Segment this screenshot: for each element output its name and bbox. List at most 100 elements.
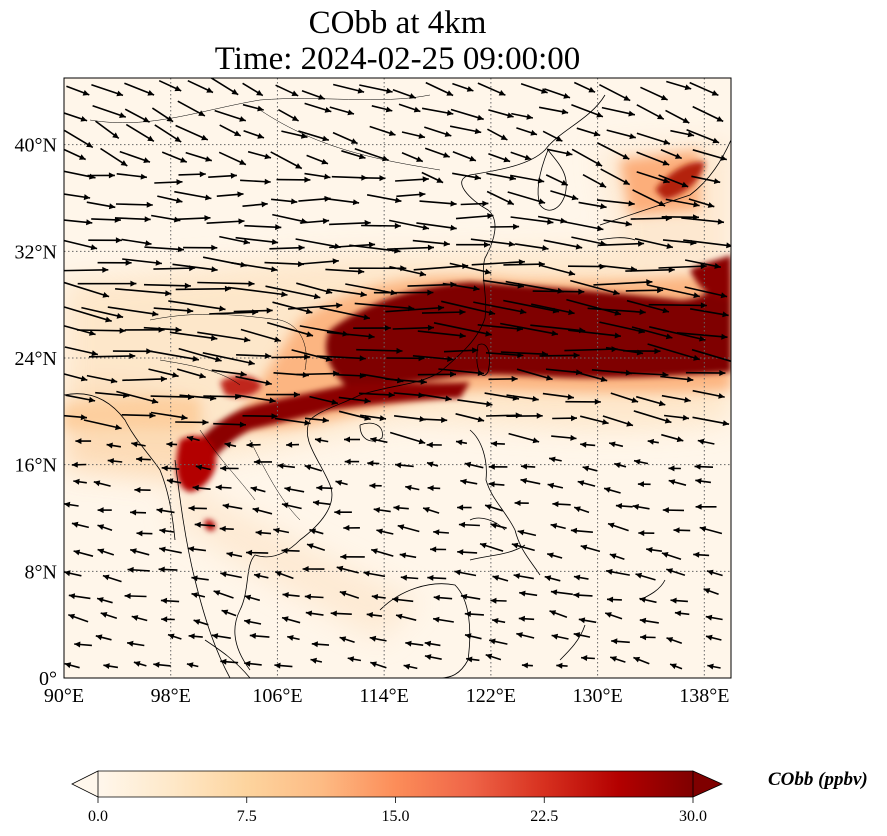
wind-arrowhead bbox=[427, 244, 434, 251]
wind-arrowhead bbox=[570, 434, 577, 441]
wind-arrowhead bbox=[443, 152, 450, 158]
wind-arrowhead bbox=[188, 633, 195, 640]
wind-arrowhead bbox=[136, 530, 143, 537]
wind-arrowhead bbox=[115, 424, 122, 431]
wind-arrowhead bbox=[215, 484, 222, 491]
wind-arrowhead bbox=[159, 527, 166, 534]
wind-vector bbox=[503, 263, 545, 266]
wind-arrowhead bbox=[403, 663, 411, 670]
wind-arrowhead bbox=[224, 285, 231, 292]
wind-arrowhead bbox=[388, 391, 395, 398]
wind-vector bbox=[438, 368, 485, 375]
wind-arrowhead bbox=[450, 371, 456, 378]
wind-arrowhead bbox=[336, 565, 344, 572]
wind-arrowhead bbox=[623, 95, 631, 101]
wind-arrowhead bbox=[537, 177, 545, 184]
wind-arrowhead bbox=[484, 268, 492, 275]
wind-vector bbox=[115, 288, 172, 295]
wind-arrowhead bbox=[588, 86, 596, 93]
wind-arrowhead bbox=[561, 179, 568, 186]
wind-arrowhead bbox=[606, 568, 613, 575]
wind-arrowhead bbox=[503, 156, 511, 163]
wind-vector bbox=[150, 411, 188, 419]
wind-vector bbox=[76, 329, 126, 332]
wind-vector bbox=[300, 260, 339, 265]
wind-vector bbox=[500, 322, 559, 336]
wind-arrowhead bbox=[509, 174, 516, 181]
wind-arrowhead bbox=[419, 416, 426, 422]
wind-arrowhead bbox=[716, 116, 724, 122]
wind-arrowhead bbox=[298, 244, 305, 251]
wind-arrowhead bbox=[287, 635, 294, 641]
wind-arrowhead bbox=[424, 640, 432, 647]
wind-vector bbox=[168, 300, 226, 311]
wind-arrowhead bbox=[684, 396, 691, 403]
wind-arrowhead bbox=[165, 290, 172, 297]
wind-arrowhead bbox=[460, 478, 467, 485]
wind-arrowhead bbox=[731, 359, 738, 365]
wind-arrowhead bbox=[611, 638, 618, 645]
wind-arrowhead bbox=[516, 632, 523, 638]
wind-vector bbox=[295, 238, 341, 249]
wind-arrowhead bbox=[140, 173, 147, 180]
wind-arrowhead bbox=[305, 610, 313, 617]
wind-arrowhead bbox=[550, 523, 558, 529]
wind-arrowhead bbox=[427, 574, 434, 581]
wind-arrowhead bbox=[105, 316, 112, 323]
wind-arrowhead bbox=[670, 663, 677, 670]
wind-arrowhead bbox=[568, 309, 575, 316]
wind-vector bbox=[235, 375, 272, 385]
wind-vector bbox=[122, 258, 162, 265]
x-tick-label: 130°E bbox=[572, 685, 622, 707]
wind-arrowhead bbox=[573, 632, 581, 638]
wind-arrowhead bbox=[340, 553, 347, 560]
wind-arrowhead bbox=[712, 137, 720, 144]
wind-arrowhead bbox=[654, 348, 661, 355]
chart-title-line1: CObb at 4km bbox=[308, 5, 487, 41]
wind-arrowhead bbox=[594, 398, 601, 405]
wind-arrowhead bbox=[547, 482, 555, 489]
colorbar-tick-label: 0.0 bbox=[88, 808, 108, 825]
wind-arrowhead bbox=[570, 527, 578, 534]
wind-vector bbox=[646, 284, 700, 298]
wind-arrowhead bbox=[322, 135, 329, 142]
wind-arrowhead bbox=[144, 216, 151, 223]
wind-arrowhead bbox=[211, 266, 218, 273]
wind-arrowhead bbox=[116, 313, 124, 319]
wind-arrowhead bbox=[477, 370, 484, 376]
wind-arrowhead bbox=[249, 632, 256, 639]
wind-arrowhead bbox=[73, 478, 80, 485]
wind-arrowhead bbox=[418, 438, 426, 445]
wind-arrowhead bbox=[508, 241, 515, 247]
wind-arrowhead bbox=[127, 566, 134, 573]
wind-arrowhead bbox=[219, 305, 226, 312]
wind-vector bbox=[485, 352, 524, 357]
wind-arrowhead bbox=[256, 89, 263, 96]
wind-arrowhead bbox=[530, 129, 537, 136]
wind-vector bbox=[543, 239, 583, 249]
wind-arrowhead bbox=[304, 176, 311, 183]
wind-arrowhead bbox=[339, 590, 347, 597]
wind-vector bbox=[325, 268, 365, 273]
wind-arrowhead bbox=[635, 572, 643, 579]
wind-arrowhead bbox=[697, 438, 705, 445]
wind-arrowhead bbox=[74, 641, 81, 648]
wind-arrowhead bbox=[703, 588, 711, 594]
wind-arrowhead bbox=[573, 592, 580, 599]
wind-arrowhead bbox=[110, 377, 118, 384]
wind-arrowhead bbox=[147, 135, 154, 142]
wind-vector bbox=[455, 214, 494, 220]
wind-arrowhead bbox=[623, 179, 630, 185]
concentration-field bbox=[64, 78, 731, 678]
wind-arrowhead bbox=[437, 305, 445, 311]
wind-arrowhead bbox=[244, 660, 251, 667]
wind-vector bbox=[389, 431, 426, 444]
wind-arrowhead bbox=[714, 263, 721, 269]
wind-vector bbox=[206, 220, 245, 224]
wind-arrowhead bbox=[482, 200, 489, 207]
wind-arrowhead bbox=[433, 616, 440, 623]
wind-arrowhead bbox=[176, 179, 183, 186]
wind-arrowhead bbox=[400, 574, 407, 581]
wind-vector bbox=[531, 303, 575, 315]
wind-arrowhead bbox=[573, 574, 581, 581]
